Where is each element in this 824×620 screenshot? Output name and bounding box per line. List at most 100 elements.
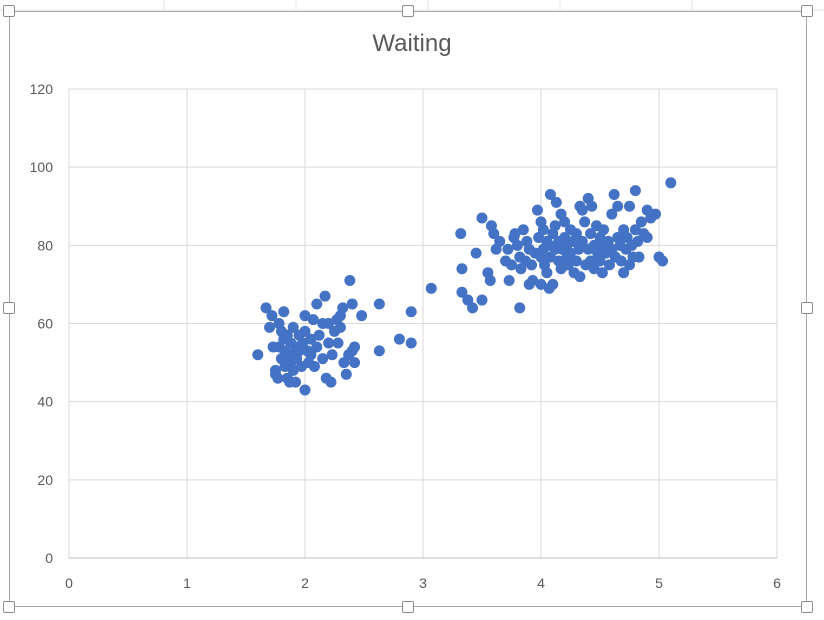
data-point bbox=[526, 259, 538, 271]
resize-handle-top-right[interactable] bbox=[801, 5, 813, 17]
data-point bbox=[570, 228, 582, 240]
data-point bbox=[641, 232, 653, 244]
resize-handle-middle-left[interactable] bbox=[3, 302, 15, 314]
data-point bbox=[305, 349, 317, 361]
data-point bbox=[305, 333, 317, 345]
y-tick-label: 40 bbox=[37, 394, 53, 410]
data-point bbox=[506, 259, 517, 271]
resize-handle-bottom-left[interactable] bbox=[3, 601, 15, 613]
data-point bbox=[405, 337, 417, 349]
data-point bbox=[618, 267, 630, 279]
data-point bbox=[311, 298, 323, 310]
data-point bbox=[344, 275, 356, 287]
data-point bbox=[373, 345, 385, 357]
x-tick-label: 3 bbox=[419, 575, 427, 591]
data-point bbox=[502, 243, 514, 255]
data-point bbox=[346, 298, 358, 310]
data-point bbox=[603, 259, 615, 271]
data-point bbox=[514, 302, 526, 314]
data-point bbox=[574, 271, 586, 283]
data-point bbox=[311, 341, 323, 353]
x-tick-label: 6 bbox=[773, 575, 781, 591]
data-point bbox=[585, 228, 597, 240]
data-point bbox=[287, 364, 299, 376]
resize-handle-middle-right[interactable] bbox=[801, 302, 813, 314]
data-point bbox=[494, 235, 506, 247]
data-point bbox=[570, 255, 582, 267]
data-point bbox=[290, 376, 302, 388]
data-point bbox=[612, 200, 624, 212]
data-point bbox=[470, 247, 482, 259]
data-point bbox=[425, 282, 437, 294]
data-point bbox=[308, 360, 320, 372]
data-point bbox=[272, 372, 284, 384]
x-tick-label: 2 bbox=[301, 575, 309, 591]
data-point bbox=[264, 321, 276, 333]
data-point bbox=[307, 314, 319, 326]
data-point bbox=[476, 294, 488, 306]
data-point bbox=[503, 275, 515, 287]
data-point bbox=[317, 353, 329, 365]
data-point bbox=[665, 177, 677, 189]
data-point bbox=[334, 321, 346, 333]
data-point bbox=[349, 357, 361, 369]
data-point bbox=[393, 333, 405, 345]
data-point bbox=[632, 235, 644, 247]
data-point bbox=[337, 302, 349, 314]
data-point bbox=[517, 224, 529, 236]
data-point bbox=[260, 302, 272, 314]
data-point bbox=[278, 306, 290, 318]
data-point bbox=[326, 349, 338, 361]
data-point bbox=[629, 224, 641, 236]
data-point bbox=[629, 185, 641, 197]
data-point bbox=[323, 337, 335, 349]
resize-handle-top-left[interactable] bbox=[3, 5, 15, 17]
data-point bbox=[299, 325, 311, 337]
data-point bbox=[373, 298, 385, 310]
x-tick-label: 4 bbox=[537, 575, 545, 591]
resize-handle-bottom-right[interactable] bbox=[801, 601, 813, 613]
x-tick-label: 0 bbox=[65, 575, 73, 591]
data-point bbox=[598, 224, 610, 236]
y-tick-label: 20 bbox=[37, 472, 53, 488]
data-point bbox=[456, 286, 468, 298]
y-tick-label: 120 bbox=[30, 81, 54, 97]
data-point bbox=[586, 200, 598, 212]
data-point bbox=[319, 290, 331, 302]
data-point bbox=[456, 263, 468, 275]
data-point bbox=[313, 329, 325, 341]
data-point bbox=[356, 310, 368, 322]
data-point bbox=[332, 337, 344, 349]
data-point bbox=[535, 278, 547, 290]
data-point bbox=[657, 255, 669, 267]
data-point bbox=[550, 196, 562, 208]
resize-handle-top-center[interactable] bbox=[402, 5, 414, 17]
data-point bbox=[606, 208, 618, 220]
data-point bbox=[509, 228, 521, 240]
data-point bbox=[544, 189, 556, 201]
data-point bbox=[608, 189, 620, 201]
data-point bbox=[323, 318, 335, 329]
data-point bbox=[562, 259, 574, 271]
data-point bbox=[576, 204, 588, 216]
resize-handle-bottom-center[interactable] bbox=[402, 601, 414, 613]
data-point bbox=[596, 267, 608, 279]
data-point bbox=[588, 263, 600, 275]
data-point bbox=[633, 251, 645, 263]
x-tick-label: 5 bbox=[655, 575, 663, 591]
data-point bbox=[467, 302, 479, 314]
y-tick-label: 100 bbox=[30, 159, 54, 175]
data-point bbox=[252, 349, 264, 361]
data-point bbox=[511, 239, 523, 251]
data-point bbox=[549, 220, 561, 232]
data-point bbox=[565, 247, 576, 259]
data-point bbox=[559, 216, 571, 228]
y-tick-label: 0 bbox=[45, 550, 53, 566]
data-point bbox=[325, 376, 337, 388]
data-point bbox=[405, 306, 417, 318]
data-point bbox=[266, 310, 278, 322]
data-point bbox=[349, 341, 361, 353]
data-point bbox=[299, 384, 311, 396]
data-point bbox=[635, 216, 647, 228]
